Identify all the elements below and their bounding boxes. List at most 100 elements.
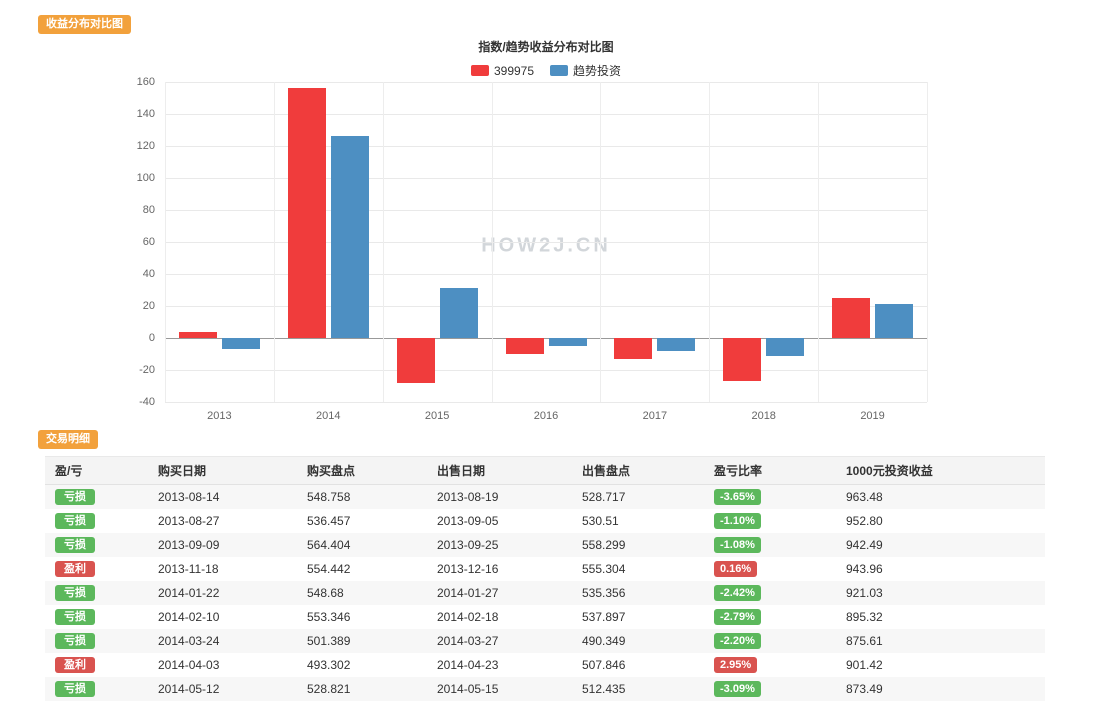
ratio-cell: -3.09% <box>704 677 836 701</box>
gridline-vertical <box>273 82 275 402</box>
buy-date-cell: 2014-01-22 <box>148 581 297 605</box>
chart-bar-trend-invest <box>875 304 914 338</box>
buy-point-cell: 493.302 <box>307 658 351 672</box>
sell-point-cell: 558.299 <box>572 533 704 557</box>
result-cell: 亏损 <box>45 509 148 533</box>
trade-details-table: 盈/亏 购买日期 购买盘点 出售日期 出售盘点 盈亏比率 1000元投资收益 亏… <box>45 456 1045 701</box>
sell-point-cell: 490.349 <box>572 629 704 653</box>
buy-point-cell: 528.821 <box>297 677 427 701</box>
buy-date-cell: 2014-03-24 <box>148 629 297 653</box>
result-cell: 亏损 <box>45 605 148 629</box>
profit-loss-badge: 盈利 <box>55 656 95 674</box>
table-row: 亏损 2013-08-27 536.457 2013-09-05 530.51 -1.10… <box>45 509 1045 533</box>
chart-bar-trend-invest <box>766 338 805 356</box>
ratio-cell: -3.65% <box>704 484 836 509</box>
result-cell: 亏损 <box>45 581 148 605</box>
table-row: 盈利 2014-04-03 493.302 2014-04-23 507.846 2.95… <box>45 653 1045 677</box>
chart-bar-trend-invest <box>439 288 478 338</box>
sell-point-cell: 530.51 <box>582 514 619 528</box>
y-axis-tick-label: -40 <box>139 396 155 408</box>
gridline-vertical <box>382 82 384 402</box>
profit-loss-badge: 亏损 <box>55 536 95 554</box>
ratio-cell: 0.16% <box>704 557 836 581</box>
buy-point-cell: 548.758 <box>297 484 427 509</box>
gridline-horizontal <box>165 82 927 83</box>
legend-item-trend-invest[interactable]: 趋势投资 <box>550 62 621 79</box>
income-cell: 942.49 <box>836 533 1045 557</box>
profit-loss-badge: 亏损 <box>55 608 95 626</box>
buy-point-cell: 536.457 <box>307 514 351 528</box>
ratio-badge: -3.65% <box>714 488 761 506</box>
chart-section-badge: 收益分布对比图 <box>38 15 131 34</box>
x-axis-label: 2017 <box>642 410 668 422</box>
income-cell: 952.80 <box>846 514 883 528</box>
x-axis-label: 2019 <box>860 410 885 422</box>
legend-swatch-399975 <box>470 65 489 76</box>
gridline-horizontal <box>165 274 927 275</box>
column-header-result: 盈/亏 <box>45 456 148 485</box>
gridline-horizontal <box>165 338 927 339</box>
gridline-vertical <box>927 82 928 402</box>
column-header-sell-date: 出售日期 <box>427 456 572 485</box>
x-axis-label: 2018 <box>751 410 776 422</box>
result-cell: 亏损 <box>45 677 148 701</box>
profit-loss-badge: 亏损 <box>55 584 95 602</box>
y-axis-tick-label: 0 <box>148 332 155 344</box>
buy-date-cell: 2013-11-18 <box>158 562 219 576</box>
legend-label: 399975 <box>493 63 535 78</box>
gridline-vertical <box>491 82 493 402</box>
buy-date-cell: 2014-05-12 <box>148 677 297 701</box>
sell-point-cell: 555.304 <box>582 562 626 576</box>
chart-bar-trend-invest <box>548 338 587 346</box>
gridline-vertical <box>165 82 166 402</box>
sell-date-cell: 2014-02-18 <box>437 610 499 624</box>
ratio-cell: -2.79% <box>704 605 836 629</box>
table-section-badge: 交易明细 <box>38 430 98 449</box>
ratio-cell: -1.08% <box>704 533 836 557</box>
column-header-sell-point: 出售盘点 <box>572 456 704 485</box>
gridline-vertical <box>818 82 820 402</box>
ratio-badge: -3.09% <box>714 680 761 698</box>
sell-date-cell: 2013-09-25 <box>427 533 572 557</box>
x-axis-label: 2014 <box>316 410 341 422</box>
y-axis-tick-label: 60 <box>142 236 155 248</box>
profit-loss-badge: 亏损 <box>55 632 95 650</box>
sell-point-cell: 512.435 <box>572 677 704 701</box>
result-cell: 亏损 <box>45 629 148 653</box>
chart-bar-trend-invest <box>657 338 696 351</box>
buy-date-cell: 2013-08-27 <box>158 514 220 528</box>
chart-bar-399975 <box>832 298 871 338</box>
sell-date-cell: 2014-01-27 <box>427 581 572 605</box>
sell-point-cell: 528.717 <box>572 484 704 509</box>
gridline-horizontal <box>165 370 927 371</box>
watermark-text: HOW2J.CN <box>481 234 611 257</box>
table-row: 亏损 2014-02-10 553.346 2014-02-18 537.897 -2.7… <box>45 605 1045 629</box>
y-axis-tick-label: -20 <box>139 364 155 376</box>
sell-date-cell: 2014-03-27 <box>427 629 572 653</box>
chart-legend: 399975 趋势投资 <box>165 62 927 79</box>
legend-item-399975[interactable]: 399975 <box>470 63 535 78</box>
ratio-badge: -2.79% <box>714 608 761 626</box>
buy-point-cell: 553.346 <box>307 610 351 624</box>
result-cell: 盈利 <box>45 653 148 677</box>
buy-point-cell: 548.68 <box>297 581 427 605</box>
y-axis-tick-label: 40 <box>142 268 155 280</box>
y-axis-tick-label: 160 <box>136 76 155 88</box>
chart-bar-399975 <box>396 338 435 383</box>
buy-point-cell: 564.404 <box>297 533 427 557</box>
chart-bar-399975 <box>723 338 762 382</box>
ratio-cell: -2.20% <box>704 629 836 653</box>
income-cell: 921.03 <box>836 581 1045 605</box>
sell-date-cell: 2013-08-19 <box>427 484 572 509</box>
column-header-income: 1000元投资收益 <box>836 456 1045 485</box>
result-cell: 盈利 <box>45 557 148 581</box>
table-row: 亏损 2014-05-12 528.821 2014-05-15 512.435 -3.0… <box>45 677 1045 701</box>
y-axis-tick-label: 20 <box>142 300 155 312</box>
column-header-buy-point: 购买盘点 <box>297 456 427 485</box>
buy-date-cell: 2013-09-09 <box>148 533 297 557</box>
gridline-horizontal <box>165 242 927 243</box>
ratio-badge: -1.10% <box>714 512 761 530</box>
gridline-horizontal <box>165 306 927 307</box>
buy-point-cell: 501.389 <box>297 629 427 653</box>
y-axis-tick-label: 120 <box>136 140 155 152</box>
